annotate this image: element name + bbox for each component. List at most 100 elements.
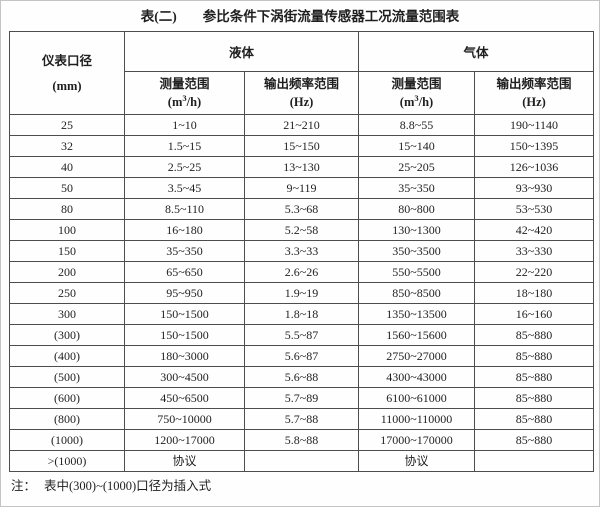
diameter-cell: 80 — [9, 198, 125, 220]
subcol-name: 输出频率范围 — [496, 77, 572, 91]
table-row: 80 8.5~110 5.3~68 80~800 53~530 — [9, 198, 595, 220]
value-cell: 2.5~25 — [124, 156, 245, 178]
value-cell: 21~210 — [243, 114, 360, 136]
liquid-group-header: 液体 — [123, 31, 360, 72]
value-cell: 850~8500 — [358, 282, 476, 304]
value-cell: 53~530 — [474, 198, 595, 220]
diameter-cell: 150 — [9, 240, 125, 262]
value-cell: 1~10 — [124, 114, 245, 136]
table-title-text: 参比条件下涡街流量传感器工况流量范围表 — [202, 9, 460, 24]
table-row: 32 1.5~15 15~150 15~140 150~1395 — [9, 135, 595, 157]
value-cell: 16~180 — [124, 219, 245, 241]
subcol-name: 测量范围 — [159, 77, 210, 91]
value-cell: 2750~27000 — [358, 345, 476, 367]
diameter-cell: 200 — [9, 261, 125, 283]
value-cell: 22~220 — [474, 261, 595, 283]
value-cell: 9~119 — [243, 177, 360, 199]
value-cell: 协议 — [124, 450, 245, 472]
value-cell: 16~160 — [474, 303, 595, 325]
value-cell: 85~880 — [474, 387, 595, 409]
diameter-cell: 25 — [9, 114, 125, 136]
value-cell: 8.5~110 — [124, 198, 245, 220]
diameter-cell: (300) — [9, 324, 125, 346]
value-cell: 1.9~19 — [243, 282, 360, 304]
table-row: 200 65~650 2.6~26 550~5500 22~220 — [9, 261, 595, 283]
table-body: 25 1~10 21~210 8.8~55 190~1140 32 1.5~15 15~150… — [9, 114, 595, 472]
value-cell: 13~130 — [243, 156, 360, 178]
value-cell: 15~150 — [243, 135, 360, 157]
value-cell: 5.8~88 — [243, 429, 360, 451]
value-cell: 1560~15600 — [358, 324, 476, 346]
value-cell: 35~350 — [124, 240, 245, 262]
table-number-label: 表(二) — [140, 9, 177, 24]
value-cell: 126~1036 — [474, 156, 595, 178]
diameter-cell: 250 — [9, 282, 125, 304]
value-cell: 15~140 — [358, 135, 476, 157]
gas-measure-range-header: 测量范围 (m3/h) — [358, 71, 476, 115]
liquid-frequency-range-header: 输出频率范围 (Hz) — [243, 71, 360, 115]
subcol-unit: (m3/h) — [167, 92, 202, 109]
table-header: 仪表口径 (mm) 液体 气体 测量范围 (m3/h) 输出频率范围 (Hz) … — [9, 31, 595, 115]
table-row: (300) 150~1500 5.5~87 1560~15600 85~880 — [9, 324, 595, 346]
table-row: (500) 300~4500 5.6~88 4300~43000 85~880 — [9, 366, 595, 388]
value-cell: 5.6~87 — [243, 345, 360, 367]
value-cell: 18~180 — [474, 282, 595, 304]
table-row: (800) 750~10000 5.7~88 11000~110000 85~880 — [9, 408, 595, 430]
value-cell: 17000~170000 — [358, 429, 476, 451]
value-cell: 130~1300 — [358, 219, 476, 241]
gas-frequency-range-header: 输出频率范围 (Hz) — [474, 71, 595, 115]
value-cell: 5.6~88 — [243, 366, 360, 388]
value-cell: 80~800 — [358, 198, 476, 220]
diameter-cell: 40 — [9, 156, 125, 178]
value-cell — [474, 450, 595, 472]
value-cell: 协议 — [358, 450, 476, 472]
value-cell: 450~6500 — [124, 387, 245, 409]
value-cell: 150~1395 — [474, 135, 595, 157]
diameter-cell: 32 — [9, 135, 125, 157]
value-cell: 150~1500 — [124, 324, 245, 346]
value-cell: 5.3~68 — [243, 198, 360, 220]
value-cell: 85~880 — [474, 324, 595, 346]
table-row: 300 150~1500 1.8~18 1350~13500 16~160 — [9, 303, 595, 325]
header-sub-row: 测量范围 (m3/h) 输出频率范围 (Hz) 测量范围 (m3/h) 输出频率… — [10, 71, 595, 115]
value-cell: 4300~43000 — [358, 366, 476, 388]
table-row: 250 95~950 1.9~19 850~8500 18~180 — [9, 282, 595, 304]
table-row: 40 2.5~25 13~130 25~205 126~1036 — [9, 156, 595, 178]
table-row: 25 1~10 21~210 8.8~55 190~1140 — [9, 114, 595, 136]
subcol-unit: (m3/h) — [399, 92, 434, 109]
value-cell: 350~3500 — [358, 240, 476, 262]
value-cell: 150~1500 — [124, 303, 245, 325]
footnote-label: 注： — [11, 479, 37, 493]
value-cell: 300~4500 — [124, 366, 245, 388]
table-row: 100 16~180 5.2~58 130~1300 42~420 — [9, 219, 595, 241]
value-cell: 33~330 — [474, 240, 595, 262]
value-cell: 11000~110000 — [358, 408, 476, 430]
value-cell: 95~950 — [124, 282, 245, 304]
value-cell: 42~420 — [474, 219, 595, 241]
flow-range-table: 仪表口径 (mm) 液体 气体 测量范围 (m3/h) 输出频率范围 (Hz) … — [9, 31, 595, 472]
subcol-name: 测量范围 — [391, 77, 442, 91]
value-cell: 85~880 — [474, 408, 595, 430]
diameter-cell: >(1000) — [9, 450, 125, 472]
value-cell: 93~930 — [474, 177, 595, 199]
value-cell: 3.3~33 — [243, 240, 360, 262]
liquid-measure-range-header: 测量范围 (m3/h) — [124, 71, 245, 115]
gas-group-header: 气体 — [358, 31, 595, 72]
diameter-cell: 50 — [9, 177, 125, 199]
value-cell: 5.5~87 — [243, 324, 360, 346]
table-row: (600) 450~6500 5.7~89 6100~61000 85~880 — [9, 387, 595, 409]
value-cell: 85~880 — [474, 366, 595, 388]
subcol-name: 输出频率范围 — [264, 77, 340, 91]
value-cell: 85~880 — [474, 429, 595, 451]
value-cell: 1.5~15 — [124, 135, 245, 157]
diameter-column-header: 仪表口径 (mm) — [9, 31, 125, 115]
table-row: 50 3.5~45 9~119 35~350 93~930 — [9, 177, 595, 199]
value-cell: 5.7~89 — [243, 387, 360, 409]
table-row: (1000) 1200~17000 5.8~88 17000~170000 85~880 — [9, 429, 595, 451]
table-row: (400) 180~3000 5.6~87 2750~27000 85~880 — [9, 345, 595, 367]
value-cell: 3.5~45 — [124, 177, 245, 199]
header-group-row: 仪表口径 (mm) 液体 气体 — [9, 31, 595, 115]
diameter-cell: 300 — [9, 303, 125, 325]
diameter-cell: (1000) — [9, 429, 125, 451]
